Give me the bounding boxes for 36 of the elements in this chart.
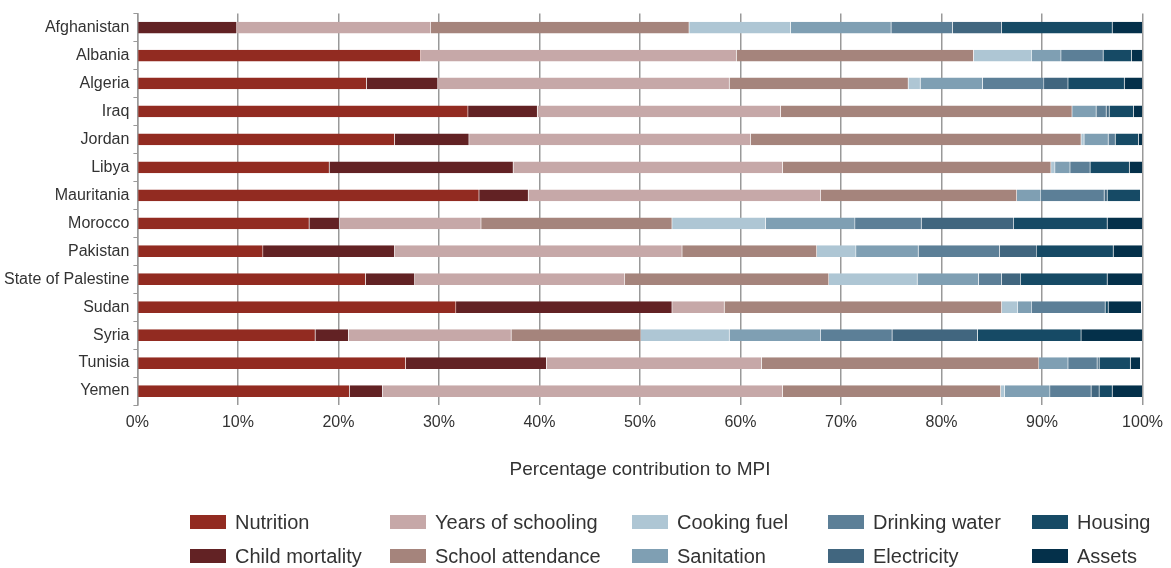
legend-label: Sanitation xyxy=(677,544,766,568)
x-tick-label: 40% xyxy=(523,413,556,431)
y-tick-label: Jordan xyxy=(80,129,130,147)
x-tick-label: 50% xyxy=(623,413,656,431)
x-tick-label: 10% xyxy=(221,413,254,431)
x-axis-title: Percentage contribution to MPI xyxy=(509,457,771,479)
y-tick-label: Mauritania xyxy=(54,185,130,203)
y-tick-label: Morocco xyxy=(68,213,130,231)
legend-label: Nutrition xyxy=(235,510,310,534)
x-tick-label: 100% xyxy=(1122,413,1163,431)
legend-label: Electricity xyxy=(873,544,959,568)
y-tick-label: Afghanistan xyxy=(44,17,130,35)
y-tick-label: Libya xyxy=(91,157,130,175)
y-tick-label: Algeria xyxy=(79,73,130,91)
legend-label: Cooking fuel xyxy=(677,510,789,534)
legend-label: Drinking water xyxy=(873,510,1001,534)
y-tick-label: Syria xyxy=(92,325,130,343)
y-tick-label: Tunisia xyxy=(78,353,130,371)
x-tick-label: 30% xyxy=(422,413,455,431)
y-tick-label: Sudan xyxy=(83,297,130,315)
legend-label: Housing xyxy=(1077,510,1151,534)
x-tick-label: 20% xyxy=(322,413,355,431)
legend-label: School attendance xyxy=(435,544,601,568)
y-tick-label: Pakistan xyxy=(68,241,130,259)
x-tick-label: 70% xyxy=(824,413,858,431)
x-tick-label: 60% xyxy=(724,413,757,431)
x-tick-label: 90% xyxy=(1026,413,1059,431)
legend-label: Years of schooling xyxy=(435,510,598,534)
y-tick-label: Iraq xyxy=(101,101,130,119)
y-tick-label: Yemen xyxy=(80,381,130,399)
y-tick-label: State of Palestine xyxy=(3,269,130,287)
x-tick-label: 80% xyxy=(925,413,958,431)
legend-label: Assets xyxy=(1077,544,1138,568)
y-tick-label: Albania xyxy=(76,45,130,63)
legend-label: Child mortality xyxy=(235,544,362,568)
x-tick-label: 0% xyxy=(125,413,149,431)
